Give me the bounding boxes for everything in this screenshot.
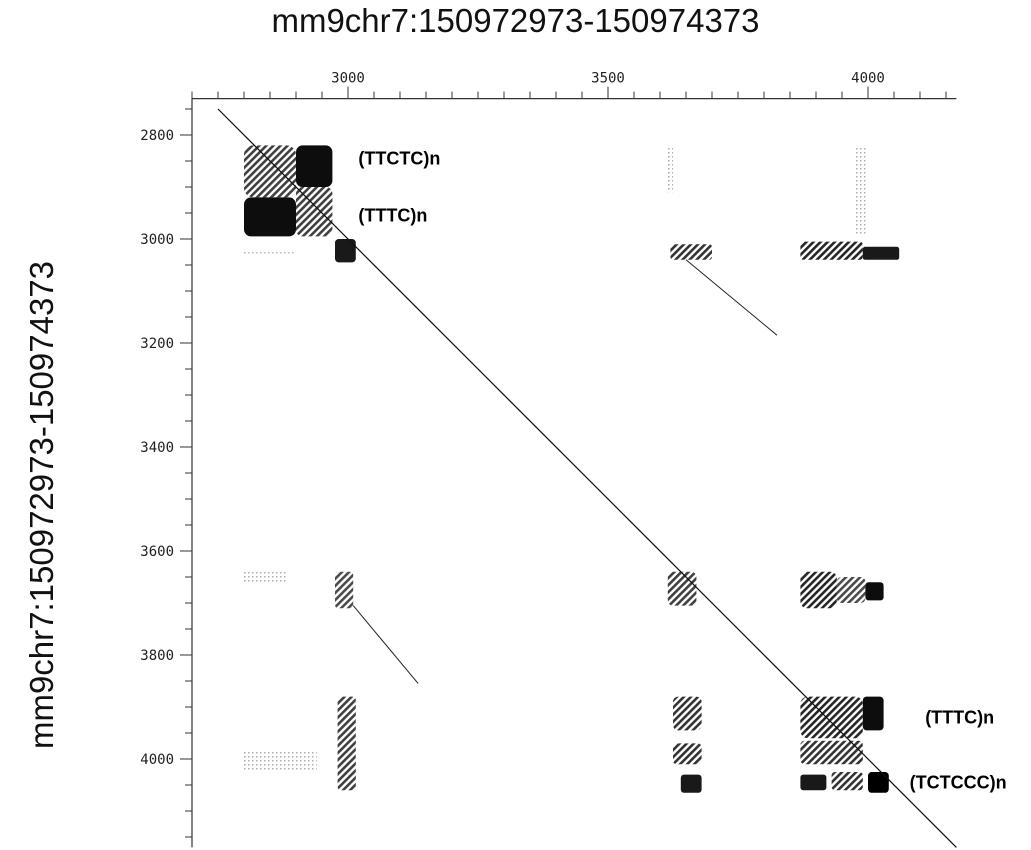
repeat-block — [335, 239, 356, 263]
annotations: (TTCTC)n (TTTC)n (TTTC)n (TCTCCC)n — [358, 148, 1006, 792]
parallel-alignment — [352, 605, 419, 684]
x-tick-label: 3500 — [591, 71, 625, 87]
faint-streak — [244, 571, 286, 583]
repeat-block — [667, 571, 697, 606]
repeat-block — [670, 244, 712, 260]
parallel-alignment — [685, 259, 778, 336]
repeat-blocks — [244, 145, 900, 793]
repeat-block — [337, 696, 356, 791]
faint-streak — [244, 751, 317, 772]
x-tick-label: 4000 — [851, 71, 885, 87]
repeat-annotation: (TTCTC)n — [358, 148, 440, 168]
faint-streak — [667, 145, 673, 193]
axes: 3000 3500 4000 2800 3000 3200 3400 3600 3800 4000 — [140, 71, 957, 848]
y-tick-label: 4000 — [140, 752, 174, 768]
repeat-annotation: (TTTC)n — [358, 206, 427, 226]
repeat-annotation: (TCTCCC)n — [910, 772, 1007, 792]
y-tick-label: 3800 — [140, 648, 174, 664]
repeat-block — [862, 246, 900, 260]
y-tick-label: 3000 — [140, 232, 174, 248]
y-tick-label: 2800 — [140, 128, 174, 144]
faint-streaks — [244, 145, 866, 772]
repeat-block — [244, 145, 296, 198]
faint-streak — [855, 145, 866, 234]
repeat-block — [673, 696, 702, 731]
repeat-block — [296, 187, 333, 237]
repeat-block — [868, 772, 889, 793]
repeat-block — [673, 743, 702, 765]
faint-streak — [244, 249, 296, 255]
repeat-block — [800, 696, 863, 739]
x-tick-label: 3000 — [331, 71, 365, 87]
repeat-block — [800, 571, 837, 609]
repeat-block — [335, 571, 354, 609]
alignment-lines — [217, 108, 957, 848]
y-tick-label: 3400 — [140, 440, 174, 456]
repeat-block — [862, 696, 884, 731]
repeat-block — [836, 577, 866, 603]
chart-title: mm9chr7:150972973-150974373 — [271, 2, 760, 39]
repeat-block — [244, 197, 296, 237]
repeat-block — [680, 774, 702, 793]
repeat-block — [800, 774, 827, 791]
repeat-block — [296, 145, 333, 187]
repeat-block — [865, 582, 884, 601]
repeat-annotation: (TTTC)n — [925, 707, 994, 727]
y-tick-label: 3600 — [140, 544, 174, 560]
main-diagonal — [217, 108, 957, 848]
y-tick-label: 3200 — [140, 336, 174, 352]
repeat-block — [800, 740, 863, 765]
repeat-block — [800, 241, 863, 260]
repeat-block — [831, 772, 863, 791]
